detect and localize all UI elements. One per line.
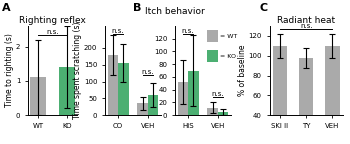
Y-axis label: % of baseline: % of baseline bbox=[238, 45, 247, 96]
Bar bbox=[148, 95, 159, 115]
Y-axis label: Time to righting (s): Time to righting (s) bbox=[6, 34, 14, 108]
Text: n.s.: n.s. bbox=[46, 29, 59, 35]
Text: B: B bbox=[133, 3, 141, 13]
Text: = WT: = WT bbox=[220, 34, 237, 39]
Bar bbox=[107, 55, 118, 115]
Bar bbox=[273, 46, 287, 144]
Text: n.s.: n.s. bbox=[112, 28, 124, 34]
Bar bbox=[118, 63, 128, 115]
Bar bbox=[299, 58, 314, 144]
Text: n.s.: n.s. bbox=[300, 23, 313, 29]
Bar bbox=[218, 112, 229, 115]
Text: n.s.: n.s. bbox=[182, 28, 194, 34]
Bar bbox=[177, 82, 188, 115]
Text: = KO: = KO bbox=[220, 54, 236, 59]
Bar bbox=[138, 103, 148, 115]
Y-axis label: Time spent scratching (s): Time spent scratching (s) bbox=[74, 22, 83, 119]
Bar bbox=[325, 46, 340, 144]
Text: n.s.: n.s. bbox=[212, 91, 224, 97]
Bar bbox=[59, 67, 75, 115]
FancyBboxPatch shape bbox=[208, 30, 218, 42]
Text: C: C bbox=[259, 3, 267, 13]
Text: n.s.: n.s. bbox=[142, 69, 154, 75]
Text: Itch behavior: Itch behavior bbox=[145, 7, 205, 16]
FancyBboxPatch shape bbox=[208, 50, 218, 62]
Text: A: A bbox=[2, 3, 10, 13]
Bar bbox=[208, 108, 218, 115]
Bar bbox=[188, 71, 198, 115]
Title: Righting reflex: Righting reflex bbox=[19, 16, 86, 25]
Title: Radiant heat: Radiant heat bbox=[277, 16, 335, 25]
Bar bbox=[30, 77, 46, 115]
